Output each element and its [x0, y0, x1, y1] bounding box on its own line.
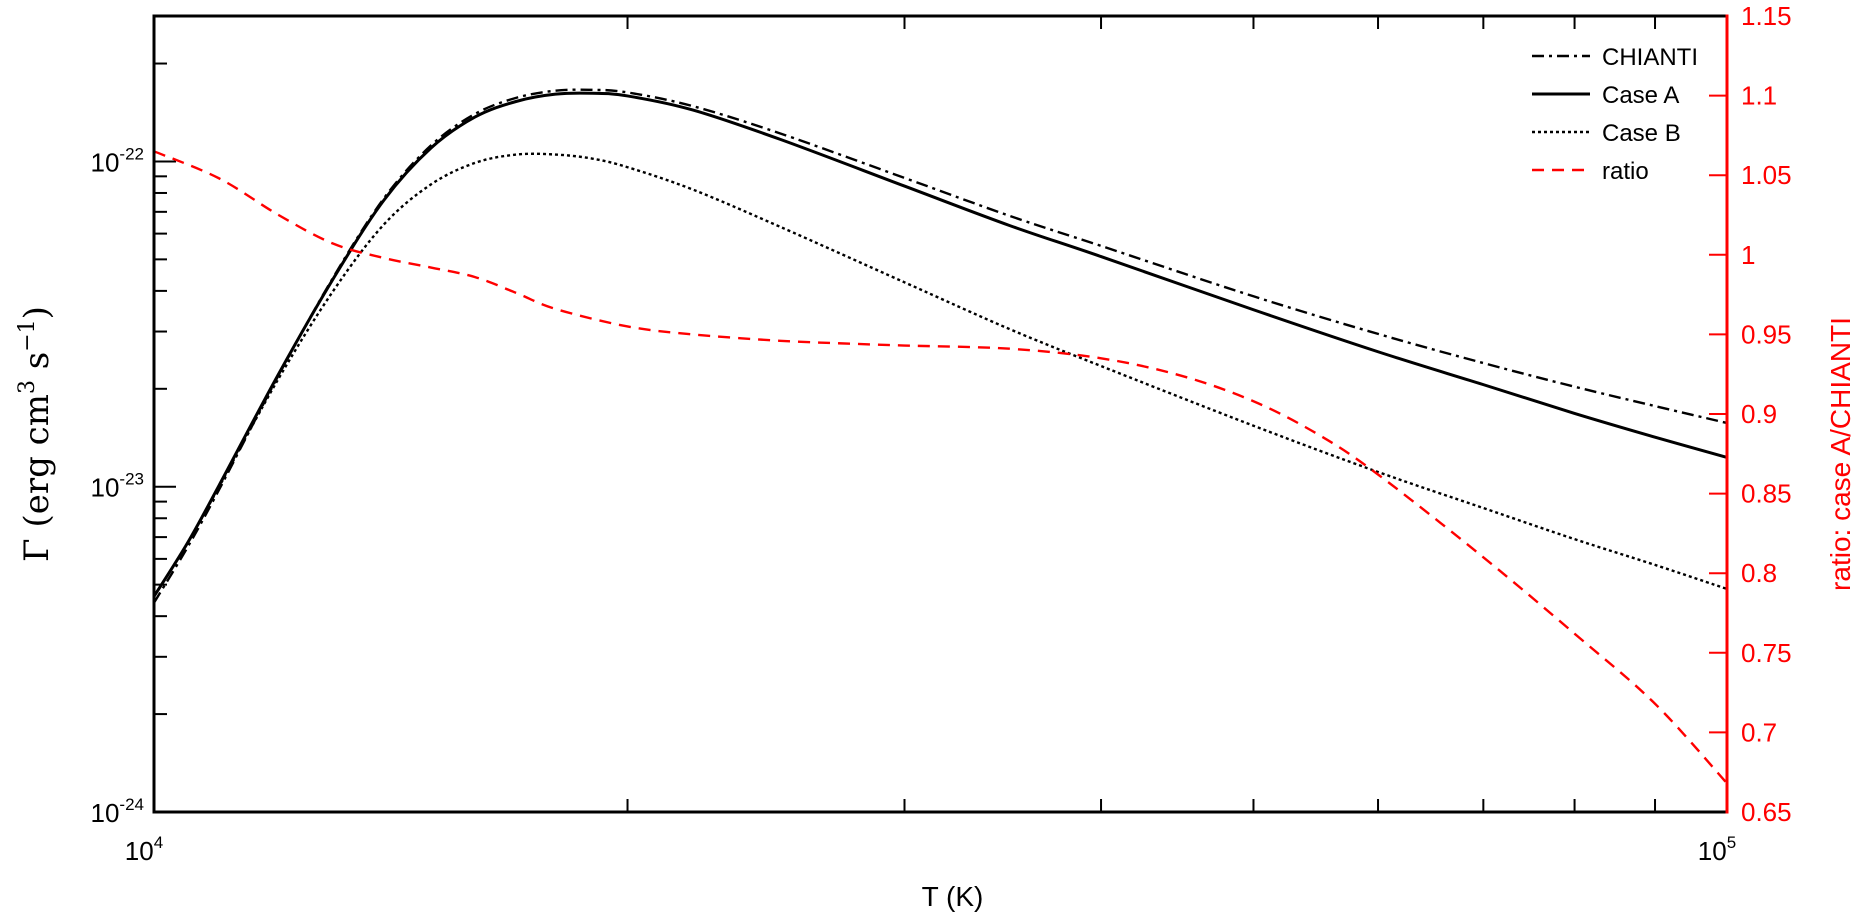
- y-axis-title-left: Γ (erg cm3 s−1): [15, 306, 57, 562]
- y-right-tick-label: 1: [1741, 240, 1755, 270]
- y-axis-title-prefix: Γ (erg cm: [17, 394, 57, 562]
- y-right-tick-label: 0.7: [1741, 717, 1777, 747]
- tick-marks: [154, 15, 1727, 813]
- y-right-tick-label: 1.15: [1741, 1, 1792, 31]
- y-right-tick-label: 1.05: [1741, 160, 1792, 190]
- legend-label: Case B: [1602, 120, 1681, 147]
- y-left-tick-label: 10-23: [91, 470, 145, 503]
- y-left-tick-label: 10-22: [91, 144, 145, 177]
- y-right-tick-label: 0.85: [1741, 479, 1792, 509]
- series-line-ratio: [153, 150, 1728, 785]
- y-axis-title-exp1: 3: [15, 380, 40, 394]
- legend-label: ratio: [1602, 158, 1649, 185]
- x-tick-label: 104: [125, 833, 163, 866]
- y-right-tick-label: 0.75: [1741, 638, 1792, 668]
- y-left-tick-label: 10-24: [91, 795, 145, 828]
- y-right-tick-label: 0.65: [1741, 797, 1792, 827]
- legend: CHIANTI Case A Case B ratio: [1532, 44, 1698, 185]
- y-axis-title-right: ratio: case A/CHIANTI: [1825, 317, 1856, 591]
- y-axis-title-suffix: ): [17, 306, 57, 319]
- legend-label: CHIANTI: [1602, 44, 1698, 71]
- y-axis-title-mid: s: [17, 352, 57, 380]
- y-right-tick-label: 1.1: [1741, 81, 1777, 111]
- x-tick-label: 105: [1698, 833, 1736, 866]
- series-line-case-a: [152, 91, 1728, 598]
- series-line-case-b: [152, 152, 1728, 598]
- plot-series: [152, 88, 1728, 785]
- y-right-tick-label: 0.95: [1741, 319, 1792, 349]
- y-right-tick-label: 0.9: [1741, 399, 1777, 429]
- plot-frame: [152, 14, 1729, 814]
- axis-labels: 10-22 10-23 10-24 0.65 0.7 0.75 0.8 0.85 0.9 0.95…: [91, 1, 1792, 866]
- legend-label: Case A: [1602, 82, 1679, 109]
- x-axis-title: T (K): [922, 881, 984, 912]
- y-axis-title-exp2: −1: [15, 319, 40, 351]
- y-right-tick-label: 0.8: [1741, 558, 1777, 588]
